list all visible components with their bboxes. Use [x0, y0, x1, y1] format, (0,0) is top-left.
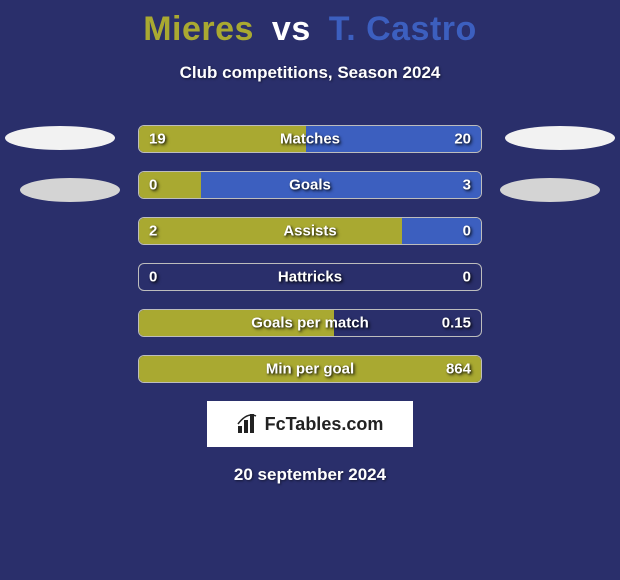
stat-bar: Min per goal864	[138, 355, 482, 383]
comparison-chart: Matches1920 Goals03 Assists20 Hattricks0 0 Go…	[0, 125, 620, 383]
bar-fill-left	[139, 218, 402, 244]
stat-label: Hattricks	[139, 269, 481, 286]
bar-fill-right	[201, 172, 481, 198]
bar-fill-left	[139, 172, 201, 198]
stat-value-right: 0	[463, 269, 471, 286]
stat-row: Goals03	[12, 171, 608, 199]
player2-name: T. Castro	[329, 10, 477, 48]
stat-bar: Goals per match0.15	[138, 309, 482, 337]
stat-bar: Matches1920	[138, 125, 482, 153]
stat-row: Goals per match0.15	[12, 309, 608, 337]
stat-row: Min per goal864	[12, 355, 608, 383]
vs-text: vs	[272, 10, 311, 48]
bar-fill-left	[139, 356, 481, 382]
stat-bar: Assists20	[138, 217, 482, 245]
date-text: 20 september 2024	[0, 465, 620, 485]
page-title: Mieres vs T. Castro	[0, 0, 620, 49]
bars-icon	[237, 414, 259, 434]
bar-fill-left	[139, 126, 306, 152]
bar-fill-left	[139, 310, 334, 336]
subtitle: Club competitions, Season 2024	[0, 63, 620, 83]
player1-name: Mieres	[143, 10, 254, 48]
source-text: FcTables.com	[265, 414, 384, 435]
stat-row: Matches1920	[12, 125, 608, 153]
stat-value-left: 0	[149, 269, 157, 286]
bar-fill-right	[402, 218, 481, 244]
stat-bar: Hattricks0 0	[138, 263, 482, 291]
source-badge: FcTables.com	[207, 401, 413, 447]
stat-row: Hattricks0 0	[12, 263, 608, 291]
stat-value-right: 0.15	[442, 315, 471, 332]
stat-bar: Goals03	[138, 171, 482, 199]
stat-row: Assists20	[12, 217, 608, 245]
bar-fill-right	[306, 126, 481, 152]
